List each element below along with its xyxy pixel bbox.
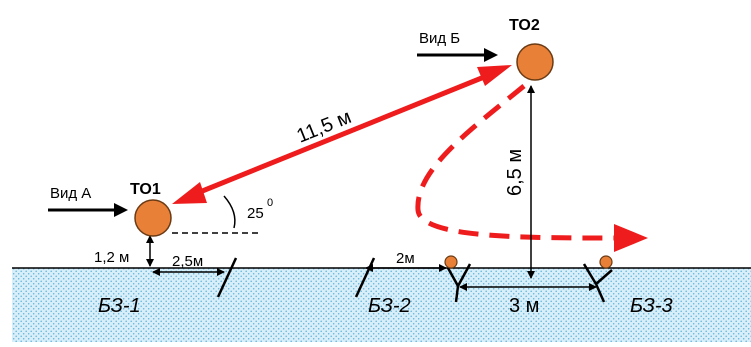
- label-height-to2: 6,5 м: [504, 149, 526, 196]
- label-zone-bz1: БЗ-1: [98, 295, 141, 317]
- zone-boundary-1: [216, 257, 238, 298]
- view-b-arrowhead: [484, 48, 498, 62]
- label-gap: 3 м: [509, 295, 539, 317]
- angle-arc: [223, 195, 236, 229]
- label-to2: ТО2: [509, 17, 540, 34]
- ground-area: [12, 268, 751, 342]
- trajectory-arrow: [415, 84, 648, 252]
- label-offset-to1: 2,5м: [172, 253, 203, 270]
- zone-marker-bz2: [446, 263, 472, 303]
- label-to1: ТО1: [130, 181, 161, 198]
- label-zone-bz3: БЗ-3: [630, 295, 673, 317]
- label-height-to1: 1,2 м: [94, 249, 129, 266]
- label-view-b: Вид Б: [419, 30, 460, 47]
- label-offset-bz2: 2м: [396, 250, 415, 267]
- sphere-to1: [134, 199, 172, 237]
- sphere-to2: [516, 43, 554, 81]
- label-angle: 25: [247, 205, 264, 222]
- small-sphere-bz2: [444, 255, 458, 269]
- zone-marker-bz3: [582, 263, 613, 303]
- small-sphere-bz3: [599, 255, 613, 269]
- label-angle-degree: 0: [267, 197, 273, 209]
- label-zone-bz2: БЗ-2: [368, 295, 411, 317]
- label-view-a: Вид А: [50, 185, 91, 202]
- distance-arrow: [172, 65, 512, 204]
- view-a-arrowhead: [114, 203, 128, 217]
